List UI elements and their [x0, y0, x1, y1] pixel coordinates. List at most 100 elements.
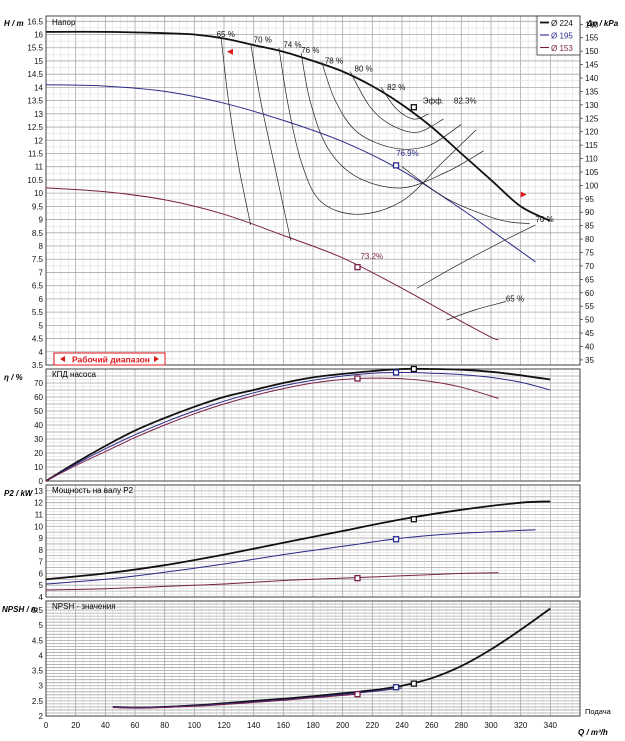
head-duty-point-0 [410, 104, 418, 111]
npsh-duty-point-0 [410, 680, 418, 687]
head-y-tick: 7.5 [32, 255, 44, 264]
head-y-right-tick: 110 [585, 155, 598, 164]
efficiency-y-tick: 10 [34, 463, 43, 472]
head-grid [45, 16, 581, 366]
npsh-series-0 [112, 607, 551, 709]
head-y-tick: 10.5 [27, 176, 43, 185]
x-tick: 20 [71, 721, 80, 730]
efficiency-y-tick: 20 [34, 449, 43, 458]
npsh-y-tick: 4.5 [32, 636, 44, 645]
iso-efficiency-label-1: 70 % [254, 35, 272, 44]
efficiency-y-tick: 30 [34, 435, 43, 444]
head-y-right-tick: 160 [585, 20, 599, 29]
head-y-right-tick: 125 [585, 114, 599, 123]
iso-efficiency-line-6 [380, 87, 429, 120]
efficiency-y-label: η / % [4, 373, 23, 382]
power-title: Мощность на валу P2 [52, 486, 134, 495]
head-y-label: H / m [4, 19, 24, 28]
x-tick: 300 [484, 721, 498, 730]
npsh-duty-point-1 [392, 684, 400, 691]
x-tick: 320 [514, 721, 528, 730]
head-y-right-tick: 80 [585, 235, 594, 244]
iso-efficiency-line-8 [416, 224, 536, 289]
iso-efficiency-line-4 [321, 62, 462, 150]
power-grid [45, 484, 581, 598]
x-tick: 120 [217, 721, 231, 730]
head-y-right-tick: 140 [585, 74, 599, 83]
legend: Ø 224 Ø 195 Ø 153 [536, 15, 581, 56]
npsh-y-tick: 2.5 [32, 697, 44, 706]
head-y-right-tick: 100 [585, 181, 599, 190]
power-duty-point-2 [354, 574, 361, 582]
head-y-tick: 11 [35, 163, 44, 172]
x-tick: 80 [160, 721, 169, 730]
legend-label-0: Ø 224 [551, 19, 573, 28]
power-duty-point-1 [392, 536, 400, 543]
x-tick: 0 [44, 721, 49, 730]
head-y-tick: 10 [34, 189, 43, 198]
power-y-tick: 5 [39, 581, 44, 590]
head-y-right-tick: 155 [585, 34, 599, 43]
npsh-series-2 [112, 693, 361, 709]
x-tick: 60 [131, 721, 140, 730]
x-tick: 180 [306, 721, 320, 730]
npsh-duty-point-2 [354, 691, 361, 698]
head-frame [45, 15, 581, 366]
head-y-tick: 8.5 [32, 229, 44, 238]
power-y-tick: 12 [34, 499, 43, 508]
iso-efficiency-line-7 [401, 166, 530, 224]
head-y-right-tick: 60 [585, 289, 594, 298]
range-left-arrow [60, 356, 65, 362]
efficiency-series-0 [45, 367, 551, 482]
head-y-right-tick: 65 [585, 275, 594, 284]
head-y-tick: 13.5 [27, 97, 43, 106]
head-y-right-tick: 95 [585, 195, 594, 204]
npsh-series-1 [112, 687, 403, 709]
head-y-right-tick: 135 [585, 87, 599, 96]
head-y-tick: 6 [39, 295, 44, 304]
iso-efficiency-label-3: 76 % [301, 46, 319, 55]
power-y-label: P2 / kW [4, 489, 34, 498]
head-series-0 [45, 30, 551, 222]
efficiency-y-tick: 50 [34, 407, 43, 416]
head-y-tick: 3.5 [32, 361, 44, 370]
head-y-right-tick: 130 [585, 101, 599, 110]
efficiency-series-2 [45, 377, 499, 482]
head-y-tick: 12 [34, 136, 43, 145]
head-duty-value-0: 82.3% [454, 96, 477, 105]
iso-efficiency-label-7: 70 % [536, 215, 554, 224]
x-tick: 280 [455, 721, 469, 730]
head-y-tick: 5 [39, 321, 44, 330]
npsh-y-tick: 5.5 [32, 606, 44, 615]
iso-efficiency-line-3 [300, 52, 484, 189]
efficiency-y-tick: 0 [39, 477, 44, 486]
npsh-title: NPSH - значения [52, 602, 116, 611]
head-y-tick: 6.5 [32, 282, 44, 291]
head-y-tick: 16.5 [27, 17, 43, 26]
operating-range-label: Рабочий диапазон [72, 355, 150, 365]
head-y-right-tick: 45 [585, 329, 594, 338]
power-series-2 [45, 572, 499, 591]
power-y-tick: 8 [39, 546, 44, 555]
legend-label-1: Ø 195 [551, 32, 573, 41]
power-panel: Мощность на валу P2 P2 / kW 4 5 6 7 8 9 10 11 12… [4, 484, 581, 602]
x-tick: 40 [101, 721, 110, 730]
head-y-right-tick: 40 [585, 342, 594, 351]
iso-efficiency-label-0: 65 % [217, 30, 235, 39]
power-y-tick: 11 [35, 510, 44, 519]
npsh-grid [45, 600, 581, 717]
head-y-tick: 7 [39, 268, 44, 277]
npsh-y-tick: 2 [39, 712, 44, 721]
head-panel: Напор H / m Δp / kPa 3.5 4 4.5 5 5.5 6 6.5 7 7.5… [4, 15, 619, 370]
power-duty-point-0 [410, 516, 418, 523]
efficiency-duty-point-0 [410, 365, 418, 373]
power-y-tick: 4 [39, 593, 44, 602]
efficiency-frame [45, 368, 581, 482]
bottom-flow-label: Подача [585, 707, 612, 716]
head-y-tick: 15 [34, 57, 43, 66]
x-tick: 220 [366, 721, 380, 730]
x-tick: 140 [247, 721, 261, 730]
head-y-tick: 14 [34, 83, 43, 92]
head-y-tick: 12.5 [27, 123, 43, 132]
efficiency-grid [45, 368, 581, 482]
